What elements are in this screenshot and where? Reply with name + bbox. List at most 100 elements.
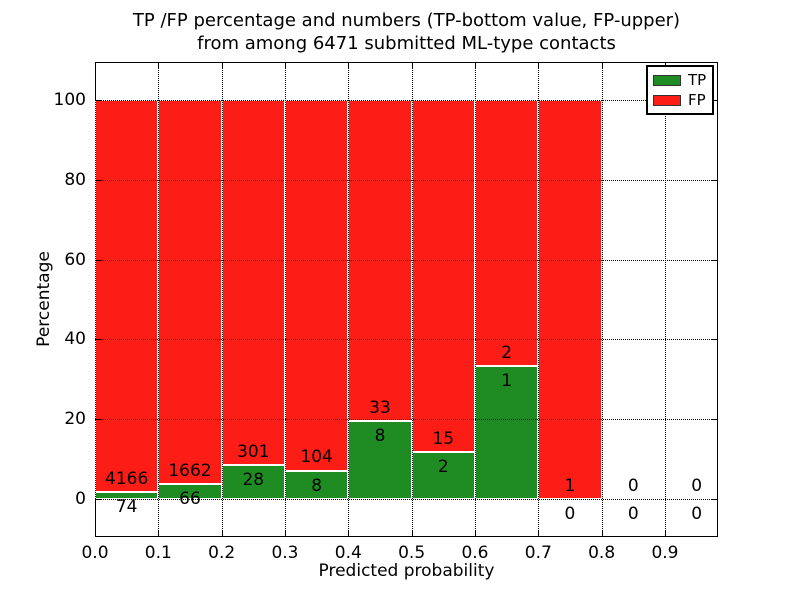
x-axis-tick-top [221,62,223,68]
x-axis-tick-top [95,62,96,68]
fp-count-label: 0 [691,475,703,496]
y-tick-label: 40 [64,329,86,350]
chart-title-line1: TP /FP percentage and numbers (TP-bottom… [132,10,681,31]
bar-segment-tp [221,465,285,499]
x-axis-tick [474,531,476,537]
legend-label-tp: TP [688,71,707,89]
legend-item-tp: TP [653,70,712,90]
fp-count-label: 104 [300,447,333,468]
y-axis-tick [95,339,101,341]
x-axis-tick [538,531,540,537]
tp-color-swatch [653,74,681,86]
x-tick-label: 0.0 [81,543,109,563]
x-tick-label: 0.9 [651,543,679,563]
x-axis-tick-top [474,62,476,68]
chart-title-line2: from among 6471 submitted ML-type contac… [197,33,616,54]
x-axis-tick [411,531,413,537]
bar-segment-fp [158,100,222,484]
x-tick-label: 0.2 [208,543,236,563]
x-axis-tick-top [601,62,603,68]
x-axis-tick [158,531,160,537]
gridline-horizontal [95,179,718,181]
y-axis-tick-right [712,499,718,500]
fp-count-label: 1662 [168,460,212,481]
gridline-horizontal [95,499,718,500]
tp-count-label: 8 [311,475,323,496]
fp-count-label: 301 [237,441,270,462]
bar-segment-fp [284,100,349,471]
gridline-vertical [538,62,540,537]
x-axis-tick-top [158,62,160,68]
x-tick-label: 0.1 [144,543,172,563]
tp-count-label: 0 [691,504,703,525]
y-axis-tick [95,179,101,181]
y-tick-label: 20 [64,409,86,430]
gridline-horizontal [95,339,718,341]
fp-count-label: 33 [369,397,391,418]
fp-color-swatch [653,94,681,106]
tp-count-label: 66 [179,488,201,509]
gridline-vertical [221,62,223,537]
fp-count-label: 0 [627,475,639,496]
x-tick-label: 0.7 [524,543,552,563]
bar-segment-fp [221,100,285,466]
y-axis-tick-right [712,100,718,101]
x-axis-tick-top [284,62,286,68]
y-axis-tick [95,499,101,500]
y-tick-label: 60 [64,249,86,270]
legend-item-fp: FP [653,90,712,110]
tp-count-label: 0 [627,504,639,525]
gridline-vertical [284,62,286,537]
y-axis-tick-right [712,259,718,261]
fp-count-label: 4166 [105,468,149,489]
x-axis-tick-top [538,62,540,68]
bar-segment-fp [474,100,539,366]
bar-segment-fp [538,100,602,499]
x-axis-label: Predicted probability [318,561,495,581]
x-tick-label: 0.4 [334,543,362,563]
x-axis-tick [664,531,666,537]
gridline-horizontal [95,419,718,421]
x-axis-tick [348,531,350,537]
x-axis-tick [95,531,96,537]
y-axis-tick [95,259,101,261]
gridline-horizontal [95,100,718,101]
x-tick-label: 0.3 [271,543,299,563]
tp-count-label: 28 [242,470,265,491]
bar-segment-fp [95,100,159,493]
tp-count-label: 1 [501,371,513,392]
legend-label-fp: FP [688,91,706,109]
tp-count-label: 8 [374,426,386,447]
x-axis-tick-top [348,62,350,68]
gridline-vertical [348,62,350,537]
y-axis-tick [95,419,101,421]
y-axis-tick-right [712,339,718,341]
gridline-vertical [474,62,476,537]
x-axis-tick-top [411,62,413,68]
fp-count-label: 15 [432,428,455,449]
y-tick-label: 0 [75,489,86,509]
y-tick-label: 80 [64,169,86,190]
y-axis-tick [95,100,101,101]
x-tick-label: 0.6 [461,543,489,563]
y-tick-label: 100 [53,90,86,110]
gridline-vertical [158,62,160,537]
y-axis-tick-right [712,419,718,421]
tp-count-label: 2 [437,457,449,478]
gridline-horizontal [95,259,718,261]
tp-count-label: 0 [564,504,576,525]
x-tick-label: 0.8 [588,543,616,563]
tp-count-label: 74 [115,497,138,518]
x-axis-tick [221,531,223,537]
gridline-vertical [95,62,96,537]
y-axis-tick-right [712,179,718,181]
fp-count-label: 2 [501,342,513,363]
bar-segment-fp [411,100,475,453]
gridline-vertical [411,62,413,537]
fp-count-label: 1 [564,475,576,496]
gridline-vertical [664,62,666,537]
gridline-vertical [601,62,603,537]
x-tick-label: 0.5 [398,543,426,563]
legend: TP FP [646,65,714,115]
